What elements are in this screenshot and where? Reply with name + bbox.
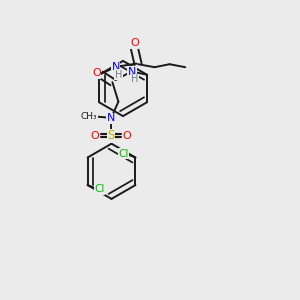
Text: CH₃: CH₃ (81, 112, 97, 121)
Text: O: O (123, 131, 131, 141)
Text: N: N (107, 113, 115, 123)
Text: Cl: Cl (94, 184, 105, 194)
Text: H: H (115, 70, 122, 80)
Text: N: N (111, 62, 120, 72)
Text: Cl: Cl (118, 148, 129, 159)
Text: O: O (130, 38, 139, 48)
Text: N: N (128, 67, 136, 77)
Text: O: O (90, 131, 99, 141)
Text: S: S (107, 129, 115, 142)
Text: H: H (131, 74, 139, 84)
Text: O: O (92, 68, 101, 78)
